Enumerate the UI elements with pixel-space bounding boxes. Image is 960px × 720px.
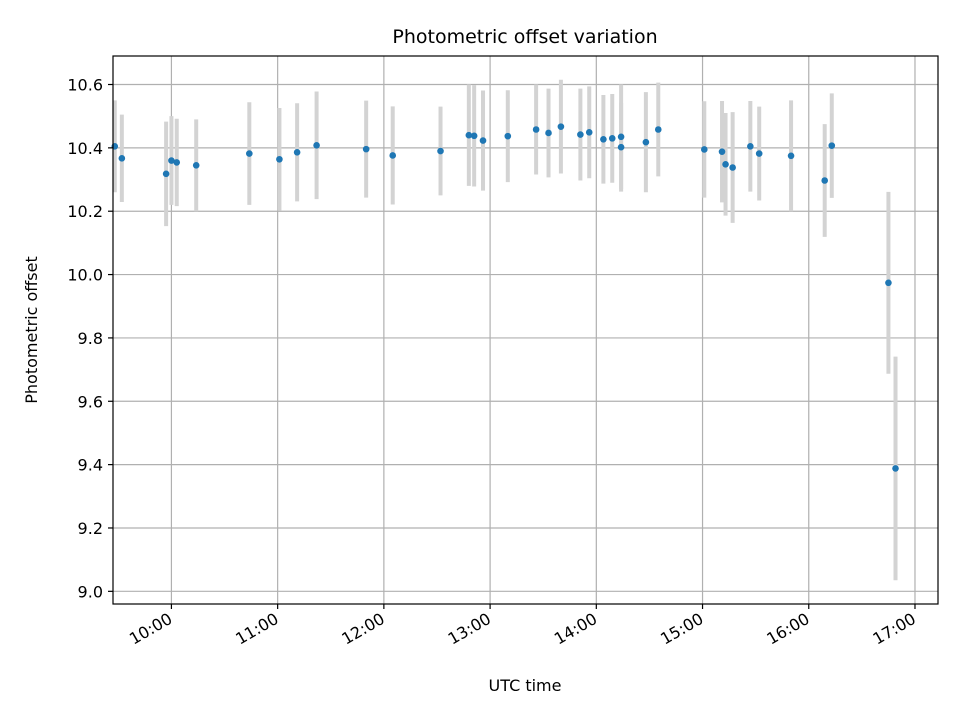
data-point bbox=[654, 126, 662, 133]
data-point bbox=[470, 132, 478, 140]
data-point bbox=[362, 145, 370, 153]
data-point bbox=[118, 155, 126, 162]
data-point bbox=[892, 465, 899, 472]
data-point bbox=[192, 161, 200, 169]
data-point bbox=[828, 142, 836, 149]
data-point bbox=[532, 126, 540, 133]
y-tick-label: 9.8 bbox=[78, 329, 103, 348]
y-tick-label: 10.2 bbox=[67, 202, 103, 221]
data-point bbox=[722, 161, 729, 168]
data-point bbox=[276, 155, 283, 163]
data-point bbox=[173, 159, 181, 166]
data-point bbox=[718, 148, 726, 155]
data-point bbox=[642, 138, 650, 146]
data-point bbox=[504, 132, 512, 140]
data-point bbox=[617, 133, 625, 141]
y-axis-label: Photometric offset bbox=[22, 256, 41, 404]
y-tick-label: 10.4 bbox=[67, 139, 103, 158]
data-point bbox=[585, 129, 593, 136]
data-point bbox=[313, 142, 320, 149]
data-point bbox=[821, 177, 828, 184]
data-point bbox=[168, 157, 175, 164]
data-point bbox=[747, 142, 754, 150]
data-point bbox=[885, 279, 892, 287]
data-point bbox=[701, 146, 708, 153]
data-point bbox=[246, 150, 253, 157]
y-tick-label: 9.6 bbox=[78, 392, 103, 411]
data-point bbox=[787, 152, 795, 160]
data-point bbox=[755, 150, 763, 157]
data-point bbox=[389, 152, 397, 159]
x-axis-label: UTC time bbox=[489, 676, 562, 695]
y-axis: 9.0 9.2 9.4 9.6 9.8 10.0 10.2 10.4 10.6 bbox=[67, 76, 113, 601]
data-point bbox=[608, 135, 616, 142]
data-point bbox=[479, 137, 487, 144]
chart-title: Photometric offset variation bbox=[392, 26, 657, 48]
y-tick-label: 9.4 bbox=[78, 456, 103, 475]
y-tick-label: 9.2 bbox=[78, 519, 103, 538]
data-point bbox=[437, 147, 444, 155]
data-point bbox=[729, 164, 736, 171]
y-tick-label: 10.6 bbox=[67, 76, 103, 95]
y-tick-label: 10.0 bbox=[67, 266, 103, 285]
plot-frame bbox=[112, 55, 939, 605]
data-point bbox=[617, 143, 625, 151]
data-point bbox=[577, 131, 584, 138]
data-point bbox=[465, 131, 473, 139]
data-point bbox=[162, 170, 170, 178]
data-point bbox=[557, 123, 565, 130]
data-point bbox=[600, 136, 607, 143]
y-tick-label: 9.0 bbox=[78, 582, 103, 601]
data-point bbox=[545, 129, 552, 137]
data-point bbox=[293, 148, 301, 156]
